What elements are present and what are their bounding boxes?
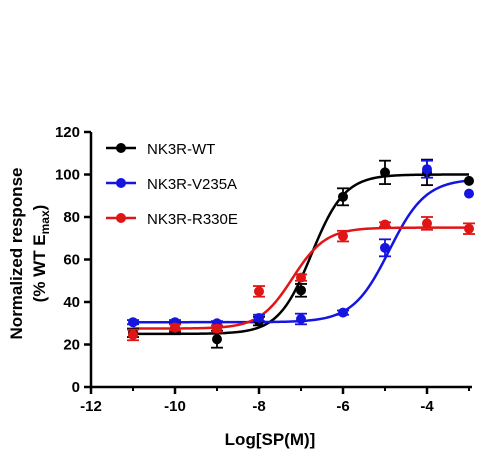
ticks: 0 20 40 60 80 100 120 -12 -10 -8 -6 -4 (55, 124, 470, 415)
data-point (380, 167, 390, 178)
data-point (338, 191, 348, 202)
y-tick-label: 40 (63, 294, 80, 311)
y-tick-label: 120 (55, 124, 80, 141)
fit-curve-nk3r-r330e (133, 226, 469, 330)
fit-curves (133, 173, 470, 336)
legend-label: NK3R-R330E (147, 211, 238, 228)
fit-curve-nk3r-v235a (133, 179, 470, 324)
y-tick-label: 20 (63, 337, 80, 354)
data-point (170, 322, 180, 333)
legend-marker (116, 213, 126, 223)
y-axis-title-prefix: (% WT E (30, 234, 49, 302)
legend-marker (116, 143, 126, 153)
legend-marker (116, 178, 126, 188)
legend-label: NK3R-WT (147, 141, 215, 158)
data-point (422, 164, 432, 175)
data-point (254, 312, 264, 323)
y-tick-label: 80 (63, 209, 80, 226)
data-point (380, 219, 390, 230)
x-tick-label: -10 (164, 398, 186, 415)
y-axis-title-subscript: max (38, 210, 52, 234)
y-axis-title-line1: Normalized response (7, 168, 26, 340)
data-point (128, 317, 138, 328)
data-point (296, 314, 306, 324)
x-tick-label: -12 (80, 398, 102, 415)
data-point (128, 329, 138, 340)
data-point (338, 231, 348, 242)
y-tick-label: 100 (55, 167, 80, 184)
data-point (338, 307, 348, 318)
x-tick-label: -6 (336, 398, 349, 415)
legend: NK3R-WT NK3R-V235A NK3R-R330E (106, 141, 238, 228)
data-point (380, 242, 390, 253)
y-axis-title-suffix: ) (30, 205, 49, 211)
data-points (127, 158, 475, 349)
data-point (212, 323, 222, 334)
y-tick-label: 0 (72, 379, 80, 396)
data-point (296, 285, 306, 296)
data-point (464, 223, 474, 234)
x-tick-label: -8 (252, 398, 265, 415)
data-point (464, 188, 474, 199)
data-point (296, 272, 306, 283)
x-axis-title: Log[SP(M)] (225, 430, 316, 449)
data-point (212, 334, 222, 345)
data-point (464, 175, 474, 186)
y-tick-label: 60 (63, 252, 80, 269)
x-tick-label: -4 (420, 398, 434, 415)
legend-label: NK3R-V235A (147, 176, 237, 193)
data-point (422, 218, 432, 229)
axes (89, 132, 472, 389)
fit-curve-nk3r-wt (133, 173, 469, 336)
y-axis-title: Normalized response (% WT Emax) (7, 168, 52, 340)
data-point (254, 286, 264, 297)
y-axis-title-line2: (% WT Emax) (30, 205, 52, 303)
